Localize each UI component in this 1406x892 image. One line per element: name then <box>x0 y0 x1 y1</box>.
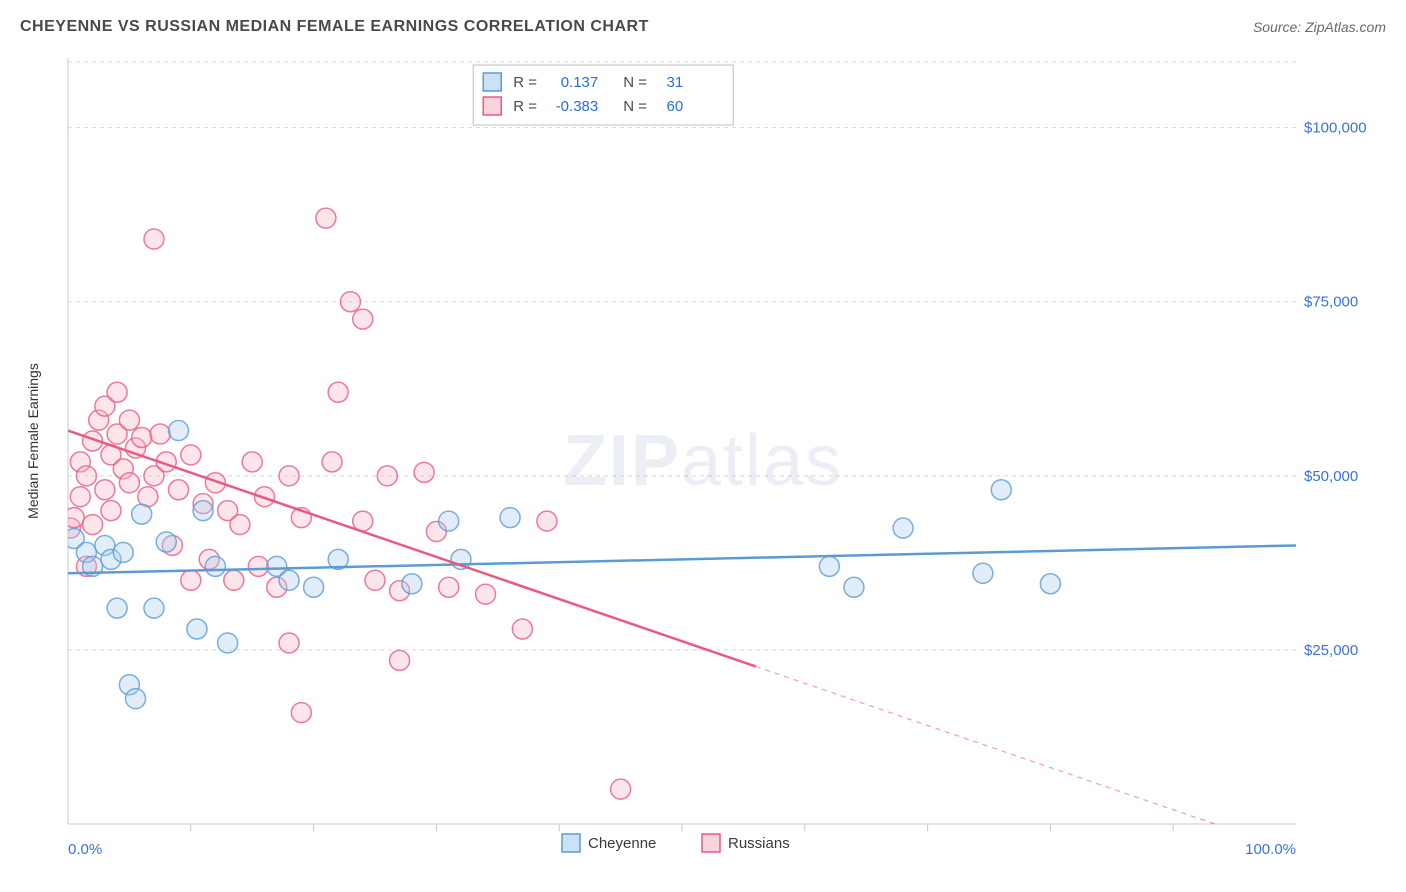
svg-text:N =: N = <box>623 98 647 115</box>
svg-text:100.0%: 100.0% <box>1245 841 1296 858</box>
svg-text:Median Female Earnings: Median Female Earnings <box>25 363 41 519</box>
svg-text:$25,000: $25,000 <box>1304 642 1358 659</box>
svg-text:Russians: Russians <box>728 835 790 852</box>
svg-text:-0.383: -0.383 <box>556 98 599 115</box>
svg-text:$100,000: $100,000 <box>1304 120 1367 137</box>
chart-header: CHEYENNE VS RUSSIAN MEDIAN FEMALE EARNIN… <box>20 18 1386 36</box>
svg-text:0.137: 0.137 <box>561 74 599 91</box>
svg-text:R =: R = <box>513 74 537 91</box>
svg-text:N =: N = <box>623 74 647 91</box>
svg-text:31: 31 <box>667 74 684 91</box>
svg-text:60: 60 <box>667 98 684 115</box>
svg-text:0.0%: 0.0% <box>68 841 102 858</box>
svg-text:$75,000: $75,000 <box>1304 294 1358 311</box>
scatter-chart: $25,000 $50,000 $75,000 $100,000 Median Fema… <box>20 50 1386 872</box>
chart-container: ZIPatlas $25,000$50,000$75,000$100,000Me… <box>20 50 1386 872</box>
chart-title: CHEYENNE VS RUSSIAN MEDIAN FEMALE EARNIN… <box>20 18 649 36</box>
svg-text:R =: R = <box>513 98 537 115</box>
chart-source: Source: ZipAtlas.com <box>1253 19 1386 35</box>
svg-text:Cheyenne: Cheyenne <box>588 835 656 852</box>
svg-text:$50,000: $50,000 <box>1304 468 1358 485</box>
